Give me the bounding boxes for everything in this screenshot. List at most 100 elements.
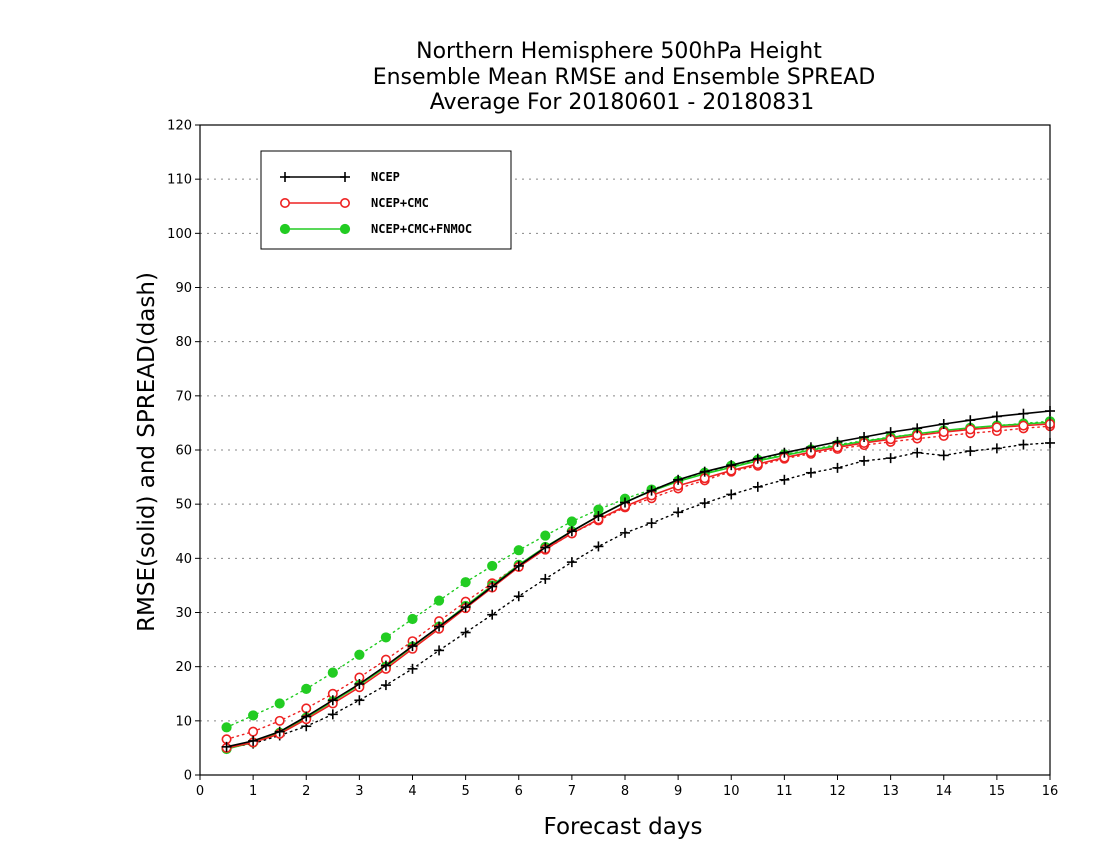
rmse-point <box>1018 408 1029 419</box>
rmse-point <box>805 442 816 453</box>
rmse-point <box>859 432 870 442</box>
title-line-3: Average For 20180601 - 20180831 <box>430 90 815 115</box>
rmse-point <box>912 423 923 434</box>
x-tick-label: 1 <box>249 784 257 799</box>
x-tick-label: 2 <box>302 784 310 799</box>
spread-point <box>885 453 896 464</box>
spread-point <box>965 446 976 457</box>
rmse-point <box>885 427 896 438</box>
y-tick-label: 10 <box>175 714 192 729</box>
spread-point <box>380 632 392 643</box>
spread-point <box>726 489 737 500</box>
y-tick-label: 110 <box>167 173 192 188</box>
gridlines <box>200 178 1050 722</box>
rmse-line <box>226 410 1051 748</box>
rmse-point <box>434 621 445 632</box>
rmse-point <box>965 415 976 426</box>
spread-point <box>407 613 418 625</box>
legend-marker-left <box>279 198 290 209</box>
spread-point <box>991 443 1002 454</box>
spread-point <box>380 680 391 691</box>
spread-point <box>274 698 285 709</box>
legend-marker-right <box>340 172 350 182</box>
spread-point <box>779 474 790 485</box>
spread-point <box>566 557 577 568</box>
rmse-point <box>327 695 338 706</box>
legend-marker-right <box>339 223 351 235</box>
rmse-point <box>248 735 259 746</box>
spread-point <box>221 722 232 733</box>
x-tick-label: 0 <box>196 784 204 799</box>
spread-point <box>646 518 657 529</box>
spread-point <box>487 609 498 620</box>
spread-point <box>805 467 816 478</box>
axis-ticks: 0 1 2 3 4 5 6 7 8 9 10 11 12 13 14 15 160102030405060708… <box>167 119 1058 800</box>
rmse-point <box>991 422 1002 433</box>
y-tick-label: 70 <box>175 389 192 404</box>
y-tick-label: 50 <box>175 498 192 513</box>
title-line-2: Ensemble Mean RMSE and Ensemble SPREAD <box>373 65 876 90</box>
legend-entry-ncep: NCEP <box>280 170 400 184</box>
spread-point <box>912 447 923 458</box>
rmse-point <box>832 436 843 447</box>
legend-label: NCEP+CMC+FNMOC <box>371 222 472 236</box>
x-tick-label: 10 <box>723 784 740 799</box>
y-tick-label: 30 <box>175 606 192 621</box>
spread-point <box>354 695 365 706</box>
x-tick-label: 12 <box>829 784 846 799</box>
rmse-point <box>699 466 710 477</box>
chart-title: Northern Hemisphere 500hPa Height Ensemb… <box>373 39 876 115</box>
x-tick-label: 11 <box>776 784 793 799</box>
spread-point <box>699 498 710 509</box>
spread-point <box>460 577 471 588</box>
spread-point <box>513 545 524 556</box>
spread-point <box>620 527 630 538</box>
x-tick-label: 7 <box>568 784 576 799</box>
x-tick-label: 13 <box>882 784 899 799</box>
x-tick-label: 15 <box>989 784 1006 799</box>
series-ncep-spread <box>221 437 1055 753</box>
spread-point <box>274 715 285 726</box>
rmse-point <box>540 542 551 553</box>
spread-point <box>540 573 551 584</box>
legend-marker-left <box>280 172 290 182</box>
legend-label: NCEP+CMC <box>371 196 429 210</box>
spread-point <box>434 645 445 656</box>
y-tick-label: 100 <box>167 227 192 242</box>
y-tick-label: 0 <box>184 769 192 784</box>
rmse-point <box>301 711 312 722</box>
rmse-point <box>752 453 763 464</box>
spread-point <box>859 455 870 466</box>
x-tick-label: 16 <box>1042 784 1059 799</box>
spread-point <box>301 683 312 694</box>
spread-point <box>566 516 577 527</box>
y-tick-label: 40 <box>175 552 192 567</box>
y-axis-label: RMSE(solid) and SPREAD(dash) <box>134 272 160 632</box>
spread-point <box>460 627 471 638</box>
spread-line <box>225 420 1051 729</box>
spread-point <box>832 462 843 473</box>
spread-point <box>1018 439 1029 450</box>
y-tick-label: 60 <box>175 444 192 459</box>
rmse-point <box>354 679 365 689</box>
rmse-point <box>566 526 577 537</box>
spread-point <box>407 663 418 674</box>
series-ncep-rmse <box>221 406 1055 752</box>
x-axis-label: Forecast days <box>544 814 703 840</box>
rmse-point <box>938 419 949 429</box>
x-tick-label: 8 <box>621 784 629 799</box>
spread-point <box>673 507 684 518</box>
spread-point <box>301 703 312 714</box>
spread-point <box>593 541 604 552</box>
rmse-point <box>726 460 737 471</box>
rmse-point <box>221 741 232 752</box>
spread-point <box>752 481 763 492</box>
spread-point <box>248 710 259 721</box>
rmse-line <box>226 423 1051 749</box>
spread-point <box>487 560 498 572</box>
spread-point <box>433 595 445 606</box>
y-tick-label: 20 <box>175 660 192 675</box>
legend: NCEP NCEP+CMC NCEP+CMC+FNMOC <box>260 150 512 250</box>
x-tick-label: 4 <box>408 784 416 799</box>
rmse-point <box>487 581 498 592</box>
